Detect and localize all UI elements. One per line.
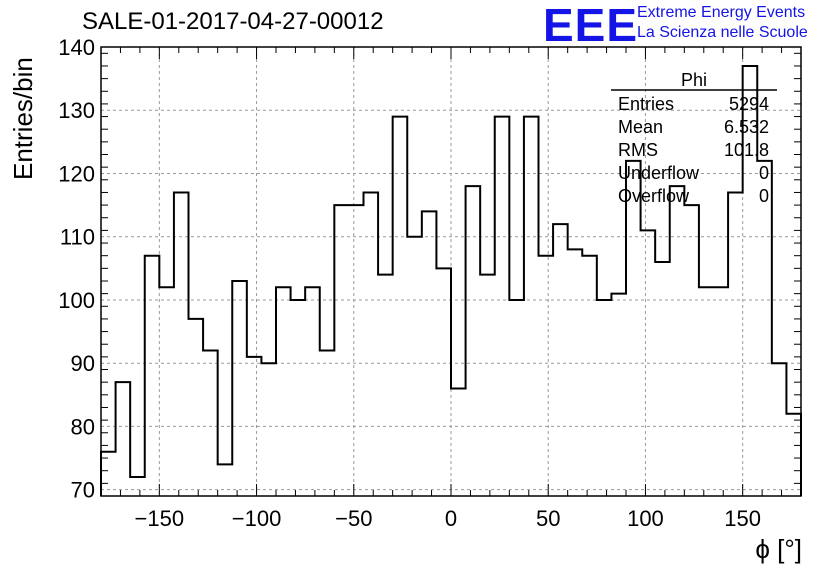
y-tick-label: 90 [71,351,95,376]
stats-box: Phi Entries 5294 Mean 6.532 RMS 101.8 Underflow… [611,70,777,206]
y-tick-label: 140 [58,35,95,60]
x-tick-label: 100 [627,506,664,531]
stats-label: Entries [618,94,674,114]
histogram-series [100,64,802,496]
eee-logo: EEE [543,0,639,51]
histogram-bin [291,300,306,496]
histogram-bin [684,205,699,496]
eee-logo-line1: Extreme Energy Events [637,4,806,21]
histogram-bin [422,211,437,496]
histogram-bin [334,205,349,496]
histogram-bin [480,275,495,496]
x-tick-label: 0 [445,506,457,531]
histogram-bin [436,268,451,496]
histogram-bin [189,319,204,496]
stats-label: RMS [618,140,658,160]
histogram-bin [568,249,583,496]
y-tick-label: 100 [58,288,95,313]
histogram-bin [509,300,524,496]
histogram-bin [247,357,262,496]
stats-label: Mean [618,117,663,137]
histogram-bin [699,287,714,496]
histogram-bin [407,237,422,496]
histogram-bin [611,294,626,496]
histogram-bin [232,281,247,496]
histogram-bin [174,192,189,496]
stats-value: 0 [759,163,769,183]
eee-logo-line2: La Scienza nelle Scuole [637,24,808,41]
histogram-bin [466,186,481,496]
histogram-bin [451,388,466,496]
histogram-bin [582,256,597,496]
histogram-bin [378,275,393,496]
histogram-bin [772,363,787,496]
histogram-bin [655,262,670,496]
histogram-bin [786,414,801,496]
chart-title: SALE-01-2017-04-27-00012 [82,8,384,35]
stats-name: Phi [681,70,707,90]
histogram-bin [145,256,160,496]
stats-label: Overflow [618,186,690,206]
x-axis-title: ϕ [°] [755,534,802,564]
y-axis-title: Entries/bin [8,57,38,180]
stats-label: Underflow [618,163,700,183]
y-tick-label: 80 [71,414,95,439]
x-tick-label: 50 [536,506,560,531]
histogram-bin [641,230,656,496]
histogram-bin [305,287,320,496]
histogram-bin [728,192,743,496]
stats-value: 6.532 [724,117,769,137]
histogram-bin [261,363,276,496]
y-tick-label: 110 [60,225,95,250]
stats-value: 0 [759,186,769,206]
y-tick-label: 120 [58,161,95,186]
histogram-bin [159,287,174,496]
histogram-bin [626,161,641,496]
histogram-bin [364,192,379,496]
axes: −150 −100 −50 0 50 100 150 70 80 90 100 110 120 130 14… [58,35,802,531]
stats-value: 101.8 [724,140,769,160]
histogram-bin [320,351,335,496]
histogram-bin [276,287,291,496]
y-tick-label: 130 [58,98,95,123]
histogram-bin [714,287,729,496]
histogram-bin [553,224,568,496]
x-tick-label: −100 [232,506,282,531]
x-tick-label: −50 [335,506,372,531]
histogram-bin [597,300,612,496]
histogram-outline [100,64,802,496]
stats-value: 5294 [729,94,769,114]
histogram-bin [539,256,554,496]
histogram-bin [130,477,145,496]
histogram-bin [393,117,408,496]
histogram-bin [203,351,218,496]
histogram-bin [524,117,539,496]
x-tick-label: −150 [135,506,185,531]
y-tick-label: 70 [71,478,95,503]
histogram-bin [495,117,510,496]
histogram-bin [101,452,116,496]
histogram-bin [670,186,685,496]
histogram-bin [757,161,772,496]
histogram-bin [116,382,131,496]
x-tick-label: 150 [724,506,761,531]
histogram-bin [349,205,364,496]
histogram-bin [218,464,233,496]
